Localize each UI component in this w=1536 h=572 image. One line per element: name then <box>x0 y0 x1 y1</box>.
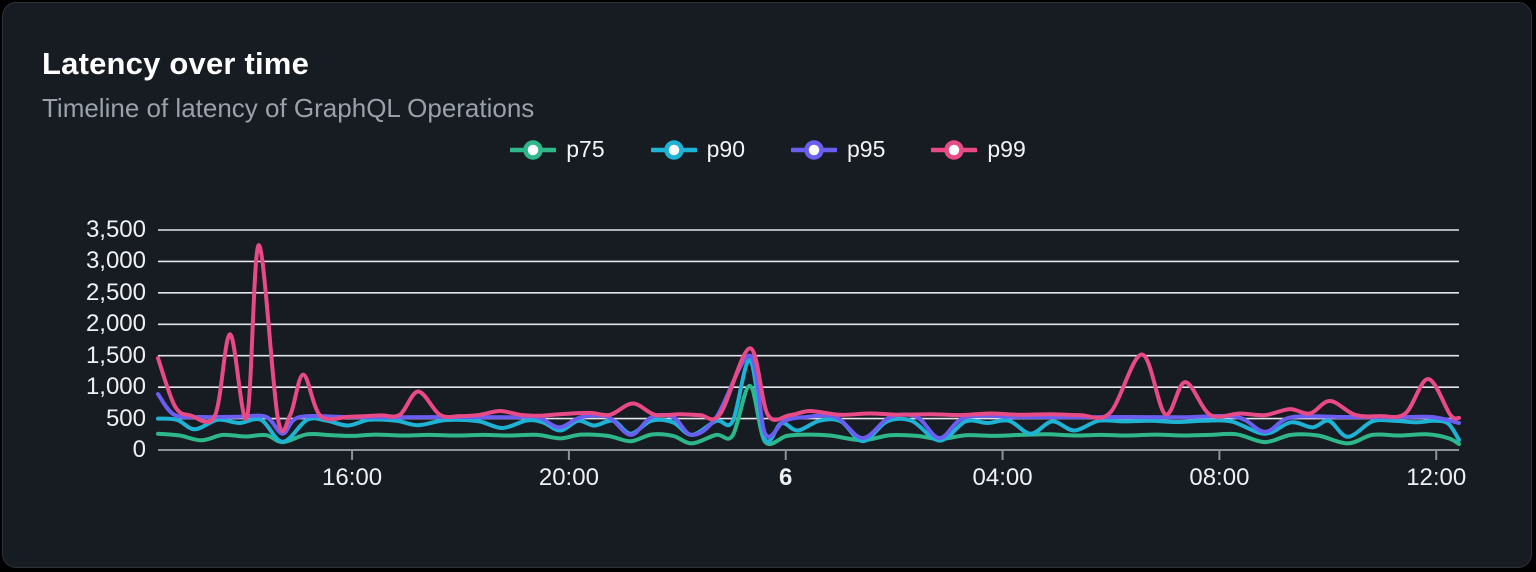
x-tick-label: 16:00 <box>322 464 383 491</box>
legend-marker-icon <box>650 139 697 160</box>
legend-label: p99 <box>987 136 1026 162</box>
panel-title: Latency over time <box>42 46 310 81</box>
legend-marker-icon <box>510 139 557 160</box>
y-tick-label: 0 <box>132 436 146 463</box>
x-tick-label: 08:00 <box>1189 464 1250 491</box>
series-line-p99 <box>156 243 1461 434</box>
y-tick-label: 1,500 <box>85 341 146 369</box>
series-line-p90 <box>156 358 1461 444</box>
y-tick-label: 1,000 <box>85 373 146 401</box>
y-tick-label: 3,500 <box>85 216 146 243</box>
x-tick-label: 12:00 <box>1406 464 1467 491</box>
legend-label: p90 <box>706 136 745 162</box>
x-tick-label: 20:00 <box>538 464 599 491</box>
x-tick-label: 04:00 <box>972 464 1033 491</box>
legend-item-p75[interactable]: p75 <box>510 136 605 163</box>
legend-marker-icon <box>791 139 837 160</box>
legend-label: p95 <box>847 136 886 162</box>
series-line-p95 <box>156 353 1461 441</box>
chart-legend: p75 p90 p95 p99 <box>0 136 1536 163</box>
legend-item-p90[interactable]: p90 <box>650 136 745 163</box>
panel-subtitle: Timeline of latency of GraphQL Operation… <box>42 93 535 123</box>
legend-item-p95[interactable]: p95 <box>791 136 885 163</box>
y-tick-label: 500 <box>105 404 146 432</box>
legend-item-p99[interactable]: p99 <box>931 136 1026 163</box>
y-tick-label: 2,000 <box>85 310 146 338</box>
y-tick-label: 3,000 <box>85 247 146 275</box>
legend-label: p75 <box>566 136 605 162</box>
y-tick-label: 2,500 <box>85 278 146 306</box>
x-tick-label: 6 <box>779 464 793 491</box>
legend-marker-icon <box>931 139 978 160</box>
